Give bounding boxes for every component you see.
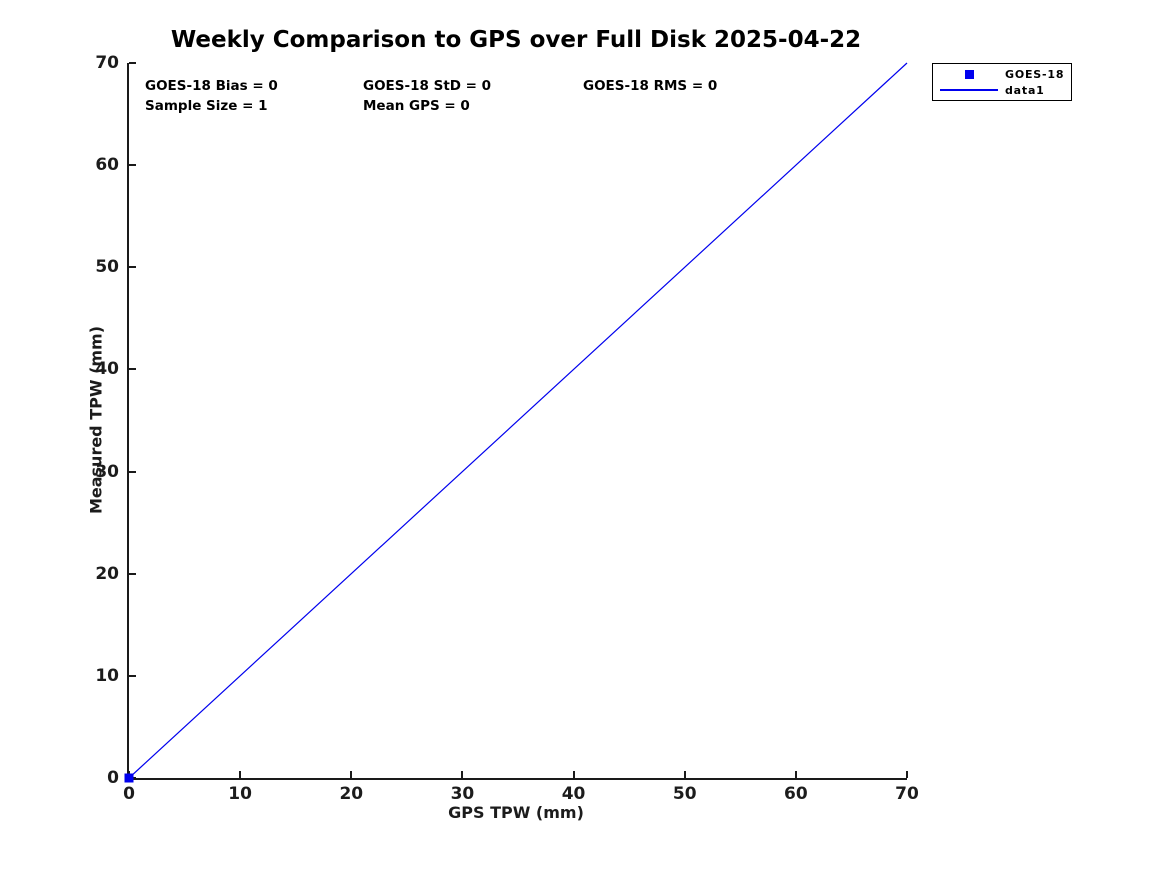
x-tick-mark <box>794 771 797 778</box>
legend-line-icon <box>933 89 1005 91</box>
legend-label-goes18: GOES-18 <box>1005 67 1065 81</box>
x-tick-label: 50 <box>672 784 697 804</box>
y-tick-label: 20 <box>95 563 119 584</box>
annotation-mean-gps: Mean GPS = 0 <box>363 98 470 114</box>
y-axis-label: Measured TPW (mm) <box>86 325 106 515</box>
y-tick-mark <box>129 266 136 269</box>
y-tick-mark <box>129 470 136 473</box>
y-tick-mark <box>129 572 136 575</box>
x-tick-mark <box>239 771 242 778</box>
y-tick-label: 40 <box>95 359 119 380</box>
legend-box: GOES-18 data1 <box>932 63 1072 101</box>
legend-entry-data1: data1 <box>933 82 1071 98</box>
annotation-rms: GOES-18 RMS = 0 <box>583 78 718 94</box>
x-tick-mark <box>350 771 353 778</box>
x-tick-label: 30 <box>450 784 475 804</box>
x-tick-mark <box>683 771 686 778</box>
y-tick-label: 50 <box>95 257 119 278</box>
annotation-sample-size: Sample Size = 1 <box>145 98 268 114</box>
legend-square-marker-icon <box>933 69 1005 79</box>
x-tick-mark <box>461 771 464 778</box>
y-tick-mark <box>129 164 136 167</box>
series-line-data1 <box>128 62 908 779</box>
chart-title: Weekly Comparison to GPS over Full Disk … <box>170 27 862 53</box>
annotation-std: GOES-18 StD = 0 <box>363 78 492 94</box>
y-tick-label: 30 <box>95 461 119 482</box>
y-tick-label: 70 <box>95 53 119 73</box>
y-tick-mark <box>129 368 136 371</box>
x-tick-label: 0 <box>123 784 135 804</box>
legend-entry-goes18: GOES-18 <box>933 66 1071 82</box>
x-tick-label: 40 <box>561 784 586 804</box>
x-tick-label: 10 <box>228 784 252 804</box>
y-tick-mark <box>129 674 136 677</box>
x-tick-label: 60 <box>784 784 808 804</box>
x-tick-mark <box>906 771 908 778</box>
x-tick-label: 20 <box>339 784 364 804</box>
y-tick-label: 0 <box>107 768 119 788</box>
plot-series-svg <box>124 62 908 783</box>
x-axis-label: GPS TPW (mm) <box>448 803 584 822</box>
x-tick-label: 70 <box>895 784 919 804</box>
y-tick-label: 10 <box>95 665 119 686</box>
x-tick-mark <box>572 771 575 778</box>
plot-area: 0 10 20 30 40 50 60 70 0 10 20 30 40 50 60 70 <box>95 53 919 804</box>
y-tick-label: 60 <box>95 155 119 176</box>
annotation-bias: GOES-18 Bias = 0 <box>145 78 278 94</box>
legend-label-data1: data1 <box>1005 83 1045 97</box>
y-tick-mark <box>129 62 136 64</box>
